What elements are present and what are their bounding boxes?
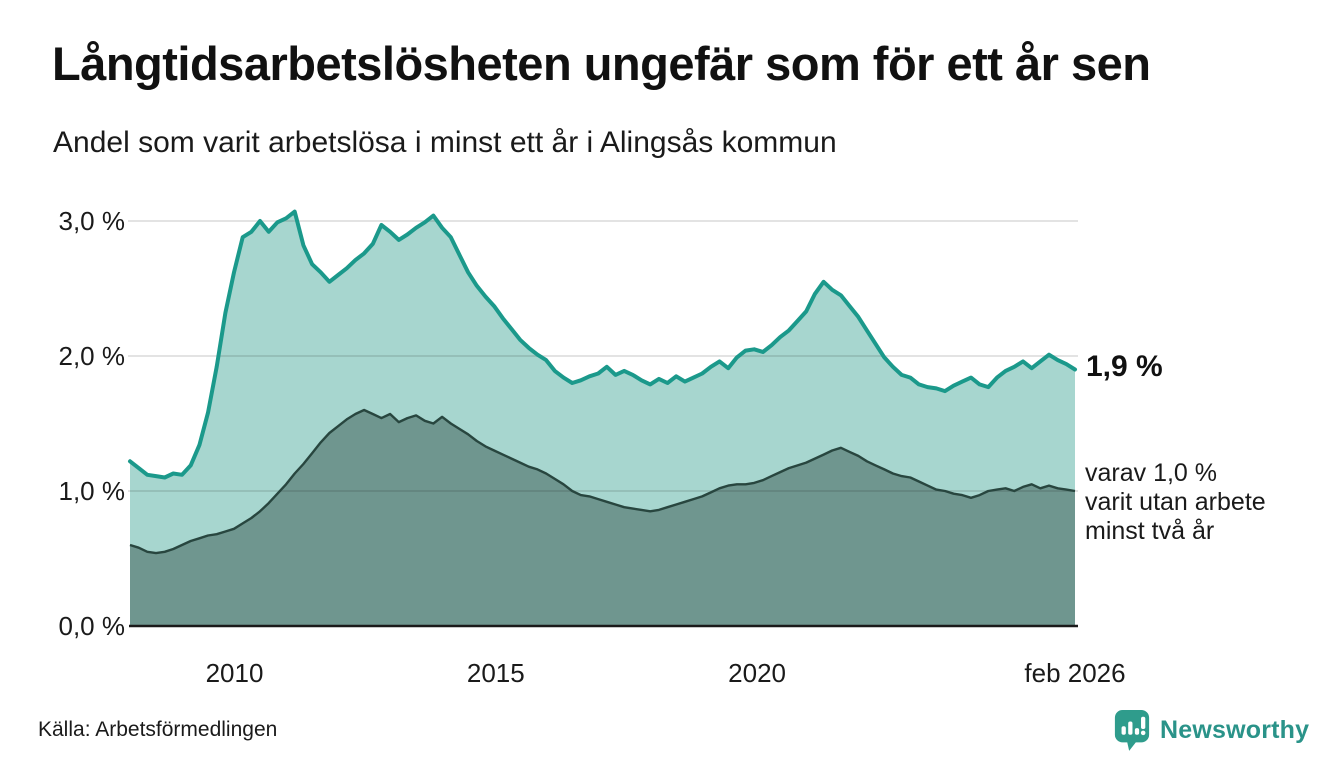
x-tick-label: 2010 xyxy=(205,658,264,688)
x-tick-label: 2020 xyxy=(728,658,787,688)
y-tick-label: 3,0 % xyxy=(58,206,126,236)
two-year-series-annotation: varav 1,0 % varit utan arbete minst två … xyxy=(1085,459,1266,545)
brand-name: Newsworthy xyxy=(1160,715,1310,744)
two-year-line xyxy=(129,408,1076,555)
y-tick-label: 2,0 % xyxy=(58,341,126,371)
chart-subtitle: Andel som varit arbetslösa i minst ett å… xyxy=(53,126,837,159)
source-attribution: Källa: Arbetsförmedlingen xyxy=(38,718,278,741)
area-two-year-fill xyxy=(130,410,1075,626)
y-tick-label: 1,0 % xyxy=(58,476,126,506)
x-tick-label: 2015 xyxy=(466,658,525,688)
y-tick-label: 0,0 % xyxy=(58,611,126,641)
newsworthy-logo: Newsworthy xyxy=(1113,708,1309,752)
latest-value-label: 1,9 % xyxy=(1086,350,1163,383)
speech-bubble-bar-chart-icon xyxy=(1114,710,1150,751)
x-tick-label: feb 2026 xyxy=(1024,658,1126,688)
total-line xyxy=(128,209,1077,480)
page-title: Långtidsarbetslösheten ungefär som för e… xyxy=(52,37,1151,90)
